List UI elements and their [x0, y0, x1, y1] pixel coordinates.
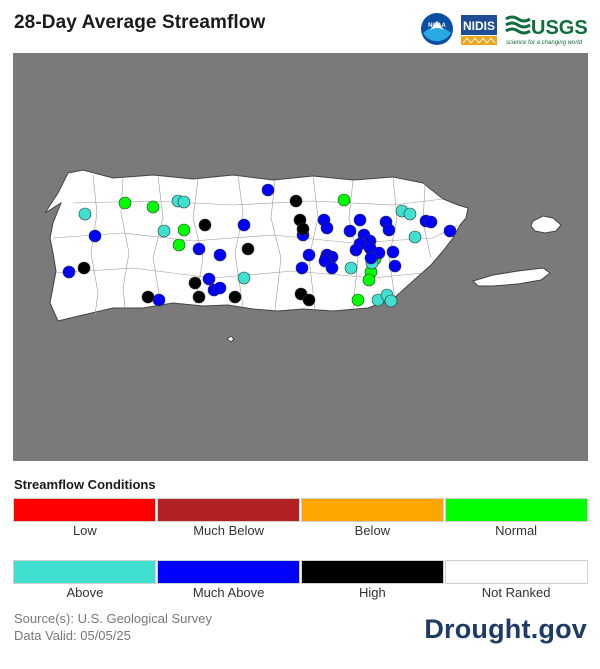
gauge-marker-much-above[interactable] — [386, 245, 400, 259]
gauge-marker-much-above[interactable] — [152, 293, 166, 307]
gauge-marker-above[interactable] — [177, 195, 191, 209]
gauge-marker-normal[interactable] — [146, 200, 160, 214]
legend-swatch-much-above — [157, 560, 300, 584]
vieques-island — [472, 267, 551, 287]
noaa-logo: NOAA — [421, 13, 453, 45]
legend-label-normal: Normal — [495, 523, 538, 538]
legend-label-below: Below — [354, 523, 391, 538]
gauge-marker-above[interactable] — [157, 224, 171, 238]
map-canvas — [44, 169, 562, 343]
legend-labels-row-2: Above Much Above High Not Ranked — [13, 585, 588, 600]
gauge-marker-above[interactable] — [403, 207, 417, 221]
legend-swatch-high — [301, 560, 444, 584]
gauge-marker-much-above[interactable] — [320, 221, 334, 235]
gauge-marker-much-above[interactable] — [213, 248, 227, 262]
drought-gov-link[interactable]: Drought.gov — [424, 614, 587, 644]
gauge-marker-high[interactable] — [302, 293, 316, 307]
gauge-marker-much-above[interactable] — [261, 183, 275, 197]
gauge-marker-high[interactable] — [141, 290, 155, 304]
legend-label-much-above: Much Above — [192, 585, 265, 600]
gauge-marker-much-above[interactable] — [325, 261, 339, 275]
gauge-marker-normal[interactable] — [172, 238, 186, 252]
gauge-marker-much-above[interactable] — [62, 265, 76, 279]
gauge-marker-much-above[interactable] — [364, 251, 378, 265]
gauge-marker-above[interactable] — [237, 271, 251, 285]
gauge-marker-above[interactable] — [344, 261, 358, 275]
gauge-marker-high[interactable] — [289, 194, 303, 208]
gauge-marker-high[interactable] — [241, 242, 255, 256]
gauge-marker-much-above[interactable] — [295, 261, 309, 275]
svg-text:USGS: USGS — [531, 17, 588, 39]
mona-island — [226, 335, 235, 343]
legend-labels-row-1: Low Much Below Below Normal — [13, 523, 588, 538]
legend-swatch-normal — [445, 498, 588, 522]
gauge-marker-much-above[interactable] — [302, 248, 316, 262]
streamflow-map — [13, 53, 588, 461]
gauge-marker-much-above[interactable] — [213, 281, 227, 295]
gauge-marker-much-above[interactable] — [237, 218, 251, 232]
legend-swatch-not-ranked — [445, 560, 588, 584]
gauge-marker-much-above[interactable] — [343, 224, 357, 238]
gauge-marker-normal[interactable] — [337, 193, 351, 207]
gauge-marker-above[interactable] — [408, 230, 422, 244]
gauge-marker-high[interactable] — [198, 218, 212, 232]
legend-swatch-low — [13, 498, 156, 522]
gauge-marker-above[interactable] — [78, 207, 92, 221]
legend-swatches-row-1 — [13, 498, 588, 522]
legend-swatch-below — [301, 498, 444, 522]
nidis-logo: NIDIS — [461, 15, 497, 45]
legend-label-above: Above — [66, 585, 104, 600]
gauge-marker-much-above[interactable] — [349, 243, 363, 257]
gauge-marker-much-above[interactable] — [443, 224, 457, 238]
gauge-marker-much-above[interactable] — [202, 272, 216, 286]
usgs-logo: USGS science for a changing world — [505, 15, 588, 46]
gauge-layer — [62, 183, 457, 308]
gauge-marker-much-above[interactable] — [88, 229, 102, 243]
gauge-marker-much-above[interactable] — [424, 215, 438, 229]
gauge-marker-high[interactable] — [296, 222, 310, 236]
usgs-tagline: science for a changing world — [506, 40, 583, 46]
gauge-marker-high[interactable] — [77, 261, 91, 275]
gauge-marker-normal[interactable] — [351, 293, 365, 307]
legend-swatches-row-2 — [13, 560, 588, 584]
gauge-marker-much-above[interactable] — [192, 242, 206, 256]
gauge-marker-normal[interactable] — [118, 196, 132, 210]
gauge-marker-high[interactable] — [188, 276, 202, 290]
gauge-marker-normal[interactable] — [177, 223, 191, 237]
gauge-marker-much-above[interactable] — [388, 259, 402, 273]
gauge-marker-above[interactable] — [384, 294, 398, 308]
partner-logos: NOAA NIDIS USGS science for a changing w… — [420, 12, 588, 48]
gauge-marker-much-above[interactable] — [382, 223, 396, 237]
culebra-island — [530, 215, 562, 234]
valid-date: Data Valid: 05/05/25 — [14, 628, 131, 643]
svg-text:NIDIS: NIDIS — [463, 19, 495, 33]
gauge-marker-much-above[interactable] — [353, 213, 367, 227]
legend-title: Streamflow Conditions — [14, 477, 156, 492]
gauge-marker-normal[interactable] — [362, 273, 376, 287]
legend-label-not-ranked: Not Ranked — [481, 585, 551, 600]
page-title: 28-Day Average Streamflow — [14, 12, 266, 33]
puerto-rico-mainland — [44, 169, 469, 322]
legend-swatch-above — [13, 560, 156, 584]
source-note: Source(s): U.S. Geological Survey Data V… — [14, 610, 212, 644]
legend-label-much-below: Much Below — [193, 523, 265, 538]
legend-swatch-much-below — [157, 498, 300, 522]
source-text: Source(s): U.S. Geological Survey — [14, 611, 212, 626]
gauge-marker-high[interactable] — [192, 290, 206, 304]
legend-label-high: High — [359, 585, 386, 600]
svg-text:NOAA: NOAA — [428, 23, 446, 29]
gauge-marker-high[interactable] — [228, 290, 242, 304]
legend-label-low: Low — [72, 523, 97, 538]
